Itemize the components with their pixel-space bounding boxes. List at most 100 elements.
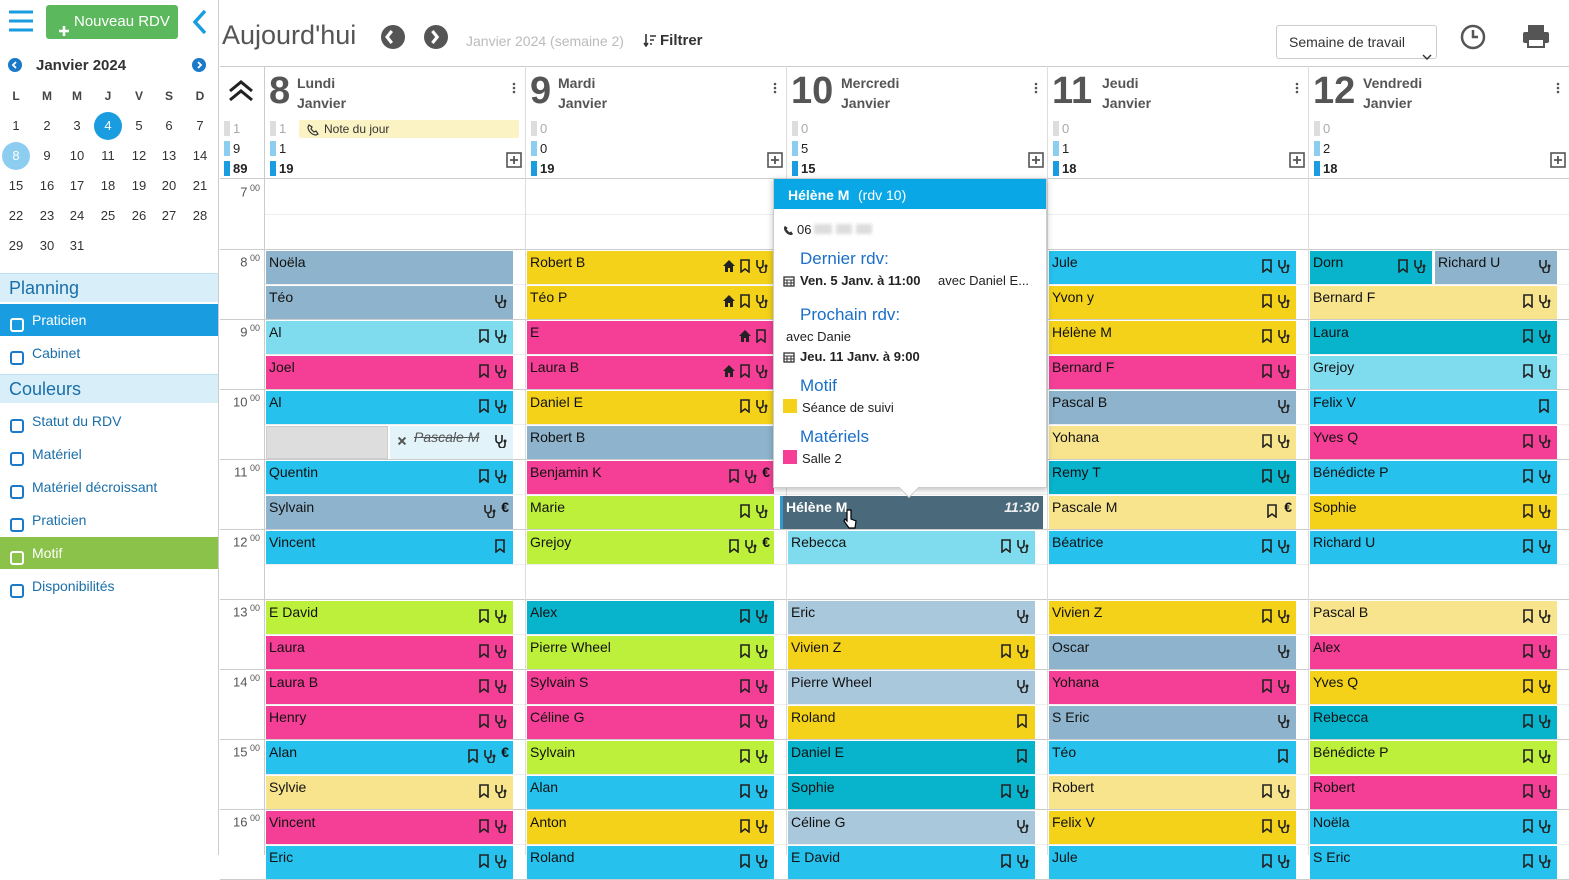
appointment[interactable]: Benjamin K €: [527, 461, 774, 494]
calendar-day[interactable]: 12: [131, 148, 147, 163]
appointment[interactable]: Al: [266, 321, 513, 354]
add-button[interactable]: [1550, 152, 1566, 168]
appointment[interactable]: Remy T: [1049, 461, 1296, 494]
add-button[interactable]: [506, 152, 522, 168]
appointment[interactable]: Yves Q: [1310, 426, 1557, 459]
calendar-day[interactable]: 6: [165, 118, 173, 133]
menu-item[interactable]: Motif: [0, 537, 218, 569]
appointment[interactable]: Hélène M 11:30: [780, 496, 1043, 529]
calendar-day[interactable]: 1: [12, 118, 20, 133]
calendar-day[interactable]: 9: [43, 148, 51, 163]
appointment[interactable]: Pascale M €: [1049, 496, 1296, 529]
appointment[interactable]: Robert B: [527, 426, 774, 459]
menu-item[interactable]: Statut du RDV: [0, 405, 218, 437]
appointment[interactable]: Richard U: [1435, 251, 1557, 284]
appointment[interactable]: Yohana: [1049, 671, 1296, 704]
appointment[interactable]: Téo: [1049, 741, 1296, 774]
appointment[interactable]: Vivien Z: [788, 636, 1035, 669]
appointment[interactable]: Al: [266, 391, 513, 424]
appointment[interactable]: E David: [788, 846, 1035, 879]
add-button[interactable]: [1289, 152, 1305, 168]
appointment[interactable]: Daniel E: [788, 741, 1035, 774]
appointment[interactable]: Felix V: [1049, 811, 1296, 844]
day-menu[interactable]: [512, 81, 516, 94]
appointment[interactable]: Sophie: [788, 776, 1035, 809]
appointment[interactable]: Bernard F: [1310, 286, 1557, 319]
appointment[interactable]: Bernard F: [1049, 356, 1296, 389]
appointment[interactable]: Richard U: [1310, 531, 1557, 564]
menu-item[interactable]: Praticien: [0, 304, 218, 336]
appointment[interactable]: Laura: [266, 636, 513, 669]
collapse-button[interactable]: [192, 9, 208, 35]
appointment[interactable]: Grejoy €: [527, 531, 774, 564]
collapse-all[interactable]: [228, 80, 254, 102]
calendar-day[interactable]: 11: [101, 148, 115, 163]
menu-item[interactable]: Cabinet: [0, 337, 218, 369]
appointment[interactable]: Pascal B: [1310, 601, 1557, 634]
appointment[interactable]: Grejoy: [1310, 356, 1557, 389]
appointment[interactable]: Eric: [266, 846, 513, 879]
appointment[interactable]: Henry: [266, 706, 513, 739]
appointment[interactable]: Robert: [1310, 776, 1557, 809]
day-menu[interactable]: [1034, 81, 1038, 94]
appointment[interactable]: Vincent: [266, 531, 513, 564]
appointment[interactable]: Sophie: [1310, 496, 1557, 529]
appointment[interactable]: Hélène M: [1049, 321, 1296, 354]
month-nav[interactable]: [192, 58, 206, 72]
calendar-day[interactable]: 24: [69, 208, 85, 223]
appointment[interactable]: Felix V: [1310, 391, 1557, 424]
appointment[interactable]: Laura B: [527, 356, 774, 389]
appointment[interactable]: Joel: [266, 356, 513, 389]
print-button[interactable]: [1522, 24, 1550, 48]
appointment[interactable]: Alex: [1310, 636, 1557, 669]
appointment[interactable]: Roland: [527, 846, 774, 879]
appointment[interactable]: S Eric: [1049, 706, 1296, 739]
calendar-day[interactable]: 19: [131, 178, 147, 193]
appointment[interactable]: Pascale M: [390, 426, 513, 459]
appointment[interactable]: Pascal B: [1049, 391, 1296, 424]
appointment[interactable]: Robert B: [527, 251, 774, 284]
appointment[interactable]: Oscar: [1049, 636, 1296, 669]
calendar-day[interactable]: 23: [39, 208, 55, 223]
day-menu[interactable]: [1295, 81, 1299, 94]
calendar-day[interactable]: 3: [73, 118, 81, 133]
day-note[interactable]: Note du jour: [299, 120, 519, 138]
appointment[interactable]: Robert: [1049, 776, 1296, 809]
appointment[interactable]: Jule: [1049, 846, 1296, 879]
calendar-day[interactable]: 17: [69, 178, 85, 193]
appointment[interactable]: Pierre Wheel: [788, 671, 1035, 704]
week-nav[interactable]: [424, 25, 448, 49]
appointment[interactable]: Pierre Wheel: [527, 636, 774, 669]
appointment[interactable]: Jule: [1049, 251, 1296, 284]
appointment[interactable]: Bénédicte P: [1310, 741, 1557, 774]
appointment[interactable]: Yvon y: [1049, 286, 1296, 319]
calendar-day[interactable]: 20: [161, 178, 177, 193]
appointment[interactable]: Téo: [266, 286, 513, 319]
calendar-day[interactable]: 25: [100, 208, 116, 223]
appointment[interactable]: Sylvain €: [266, 496, 513, 529]
calendar-day[interactable]: 21: [192, 178, 208, 193]
menu-item[interactable]: Matériel: [0, 438, 218, 470]
appointment[interactable]: Téo P: [527, 286, 774, 319]
calendar-day[interactable]: 31: [69, 238, 85, 253]
calendar-day[interactable]: 22: [8, 208, 24, 223]
calendar-day[interactable]: 2: [43, 118, 51, 133]
menu-item[interactable]: Disponibilités: [0, 570, 218, 602]
calendar-day[interactable]: 16: [39, 178, 55, 193]
appointment[interactable]: Quentin: [266, 461, 513, 494]
appointment[interactable]: Sylvain: [527, 741, 774, 774]
filter-button[interactable]: Filtrer: [643, 32, 703, 49]
appointment[interactable]: E: [527, 321, 774, 354]
new-rdv-button[interactable]: Nouveau RDV: [46, 5, 178, 39]
appointment[interactable]: Alex: [527, 601, 774, 634]
menu-item[interactable]: Matériel décroissant: [0, 471, 218, 503]
calendar-day[interactable]: 7: [196, 118, 204, 133]
calendar-day[interactable]: 26: [131, 208, 147, 223]
month-nav[interactable]: [8, 58, 22, 72]
appointment[interactable]: Alan: [527, 776, 774, 809]
appointment[interactable]: Rebecca: [788, 531, 1035, 564]
day-menu[interactable]: [773, 81, 777, 94]
appointment[interactable]: Noëla: [266, 251, 513, 284]
appointment[interactable]: Sylvie: [266, 776, 513, 809]
appointment[interactable]: Roland: [788, 706, 1035, 739]
